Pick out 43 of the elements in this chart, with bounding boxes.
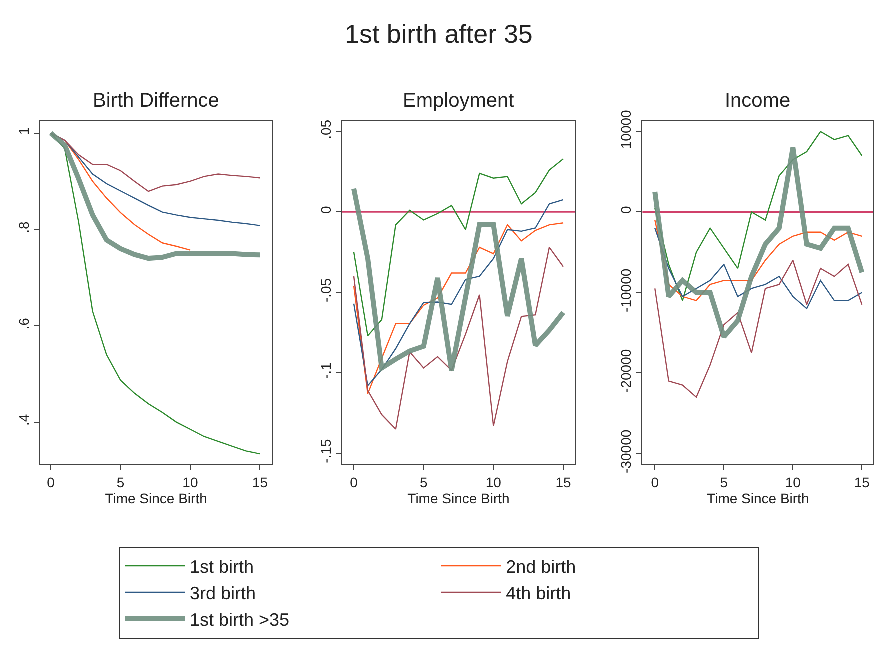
y-tick-label: 10000 [618, 110, 634, 150]
y-tick-label: 1 [16, 127, 32, 136]
legend-label: 4th birth [506, 583, 572, 604]
chart-title: Birth Differnce [93, 90, 220, 112]
x-tick-label: 0 [47, 474, 56, 490]
y-tick-label: -30000 [618, 430, 634, 474]
line-series [353, 246, 564, 430]
y-tick-label: .4 [16, 414, 32, 426]
legend-label: 3rd birth [190, 583, 256, 604]
x-tick-label: 5 [116, 474, 125, 490]
x-tick-label: 10 [182, 474, 198, 490]
y-tick-label: .8 [16, 222, 32, 234]
y-tick-label: 0 [618, 206, 634, 214]
x-tick-label: 0 [651, 474, 660, 490]
x-tick-label: 5 [420, 474, 428, 490]
y-tick-label: .05 [318, 120, 334, 140]
y-tick-label: -10000 [618, 268, 634, 312]
x-axis-title: Time Since Birth [105, 490, 208, 506]
x-axis-title: Time Since Birth [408, 490, 510, 506]
chart-title: Employment [403, 90, 515, 112]
x-tick-label: 5 [720, 474, 728, 490]
y-tick-label: -.1 [318, 362, 334, 380]
x-axis-title: Time Since Birth [707, 490, 810, 506]
x-tick-label: 10 [785, 474, 802, 490]
chart-title: Income [725, 90, 791, 112]
y-tick-label: -.15 [318, 439, 334, 464]
y-tick-label: .6 [16, 318, 32, 330]
line-series [654, 260, 863, 398]
line-series [353, 222, 564, 395]
y-tick-label: -20000 [618, 349, 634, 393]
x-tick-label: 15 [252, 474, 268, 490]
legend-label: 1st birth [190, 557, 254, 578]
legend-label: 2nd birth [506, 557, 576, 578]
text: 1st birth after 35 [345, 19, 533, 49]
line-series [654, 228, 863, 310]
y-tick-label: -.05 [318, 278, 334, 303]
line-series [353, 158, 564, 337]
y-tick-label: 0 [318, 206, 334, 214]
x-tick-label: 15 [556, 474, 572, 490]
x-tick-label: 0 [350, 474, 358, 490]
x-tick-label: 10 [486, 474, 502, 490]
legend-label: 1st birth >35 [190, 610, 290, 630]
x-tick-label: 15 [854, 474, 870, 490]
